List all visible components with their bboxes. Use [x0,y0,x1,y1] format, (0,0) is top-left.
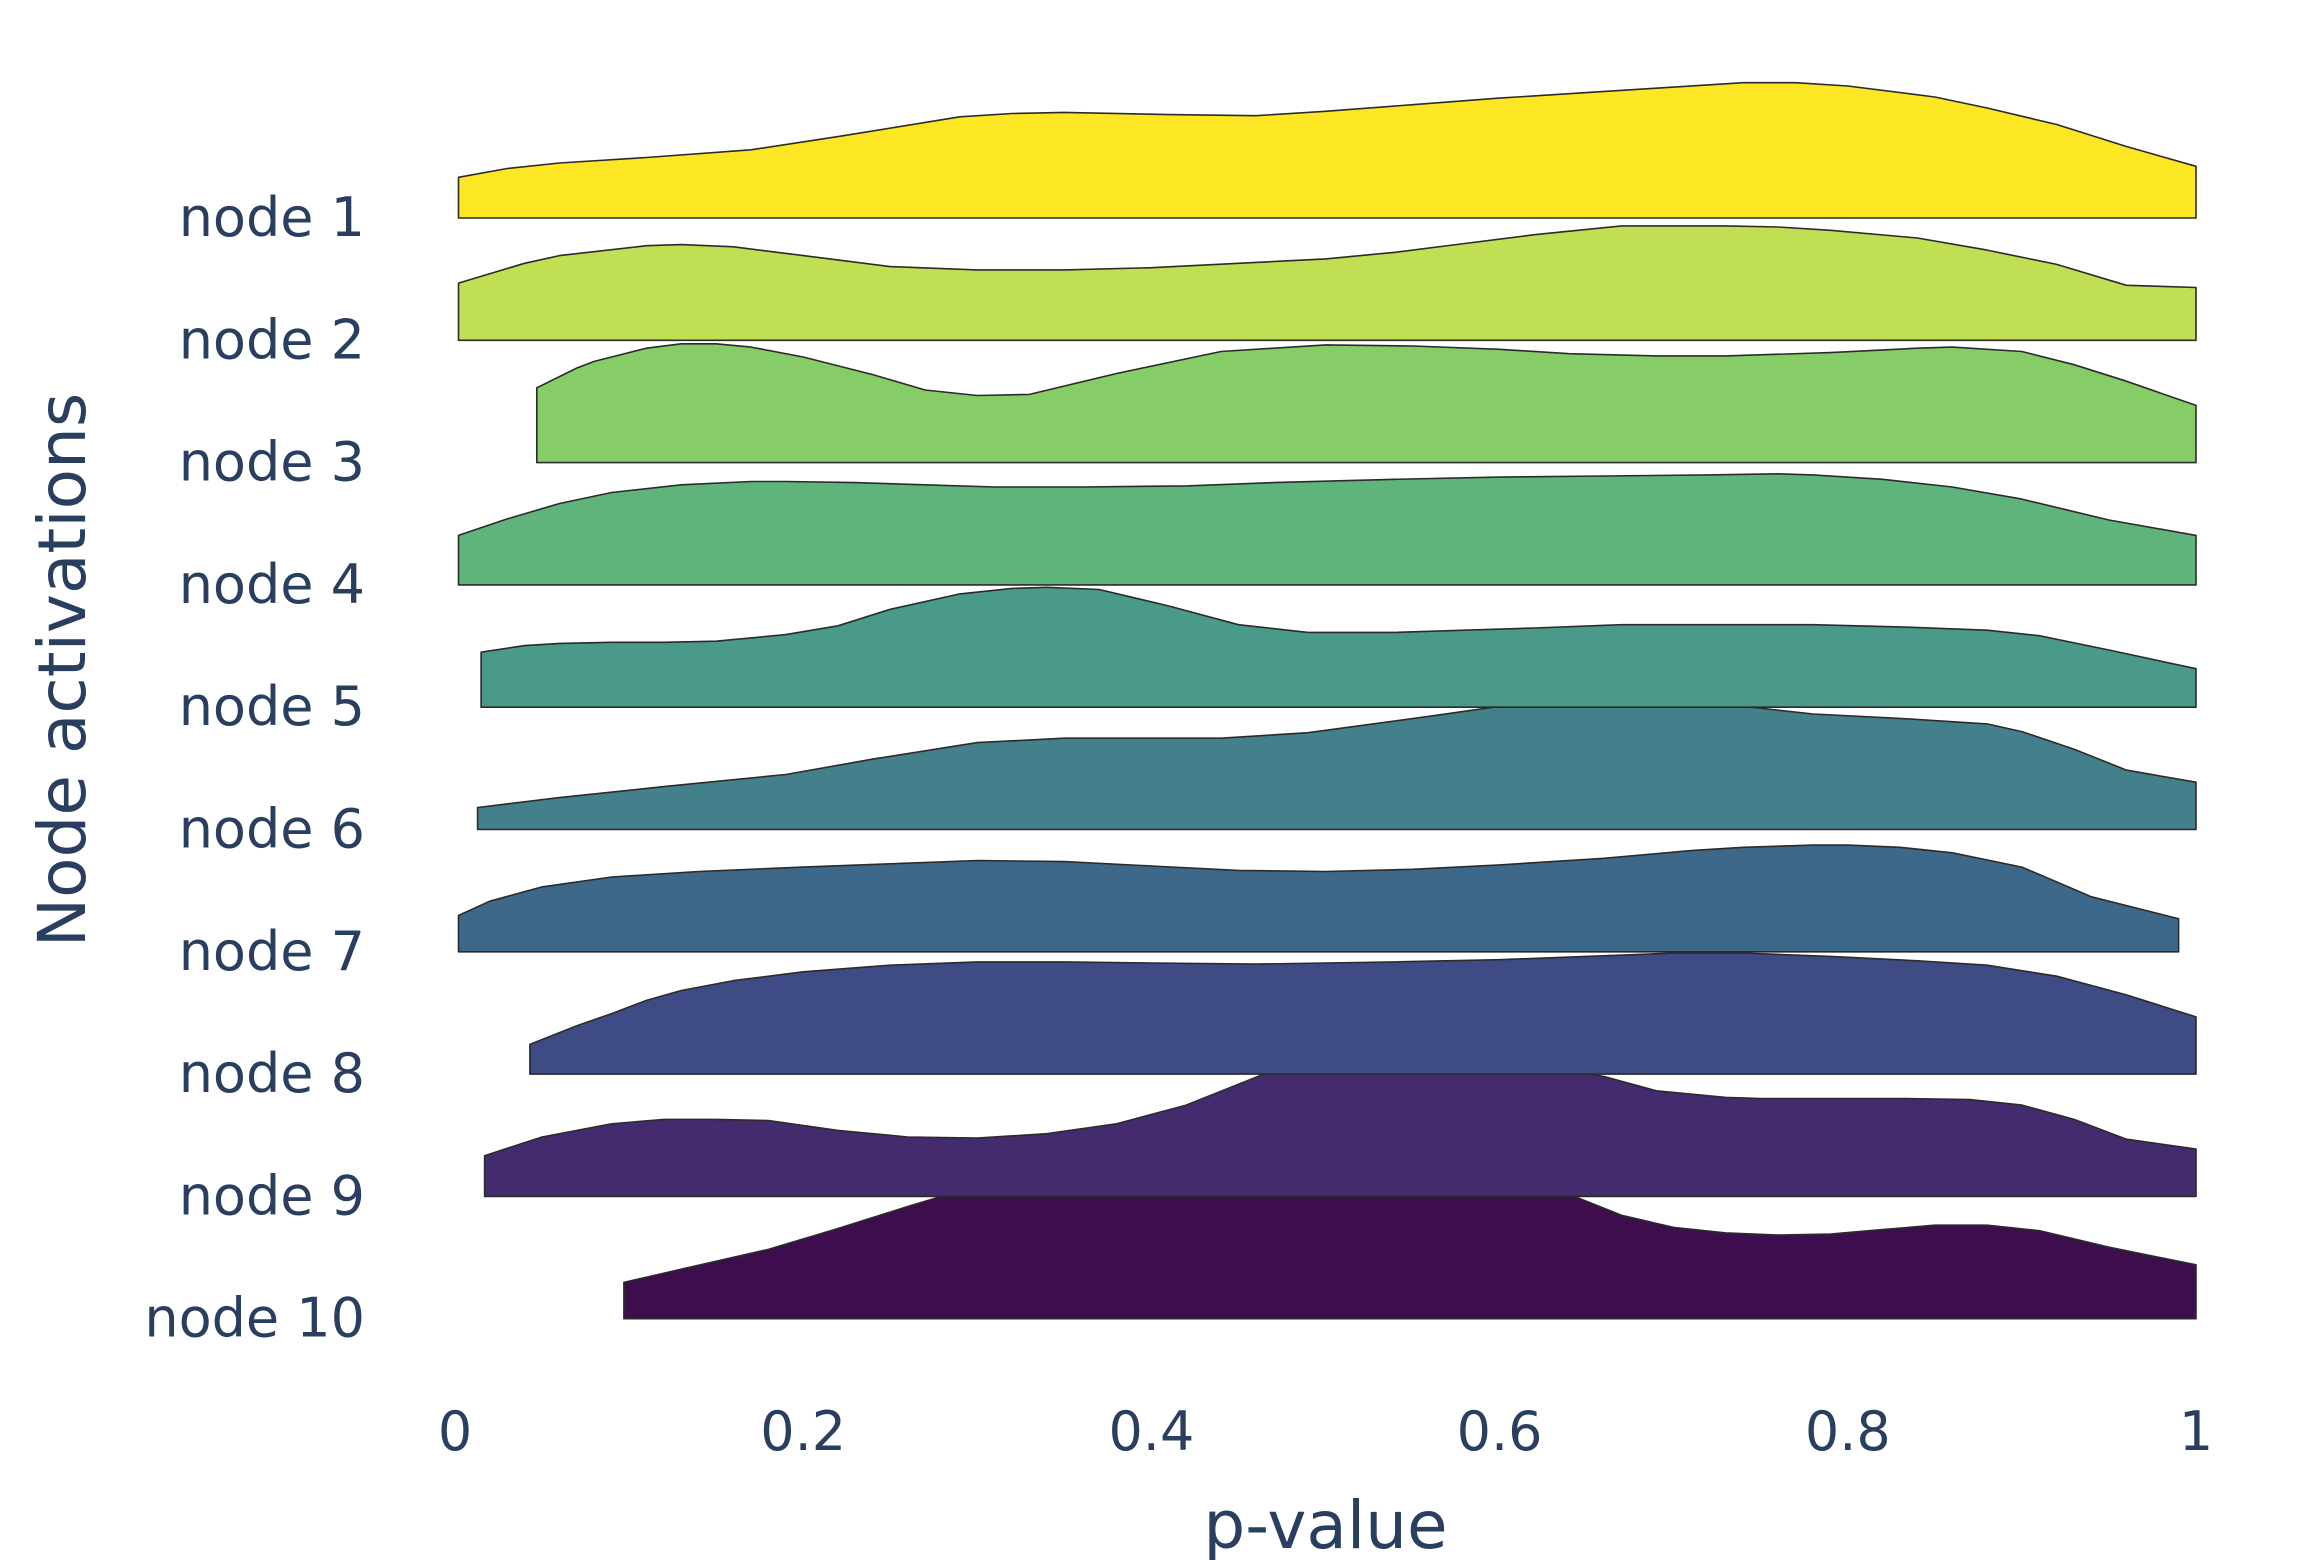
y-tick-label: node 6 [179,798,365,861]
x-tick-labels: 0 0.2 0.4 0.6 0.8 1 [438,1400,2213,1463]
y-tick-label: node 10 [144,1287,365,1350]
x-tick-label: 0.6 [1457,1400,1543,1463]
x-tick-label: 0.8 [1805,1400,1891,1463]
y-tick-label: node 5 [179,675,365,738]
ridge-node-7 [457,844,2180,953]
x-tick-label: 0 [438,1400,472,1463]
x-axis-title: p-value [1203,1487,1447,1560]
ridge-node-6 [476,698,2197,831]
y-tick-label: node 8 [179,1042,365,1105]
ridge-node-1 [457,81,2197,219]
y-tick-label: node 4 [179,553,365,616]
ridge-node-2 [457,225,2197,342]
ridge-node-5 [480,586,2197,708]
ridge-node-3 [536,343,2197,464]
y-tick-label: node 1 [179,186,365,249]
y-tick-labels: node 1 node 2 node 3 node 4 node 5 node 6 node… [144,186,365,1350]
y-tick-label: node 2 [179,308,365,371]
y-tick-label: node 9 [179,1164,365,1227]
ridge-node-8 [529,952,2197,1075]
y-tick-label: node 3 [179,431,365,494]
x-tick-label: 0.2 [760,1400,846,1463]
y-axis-title: Node activations [24,393,101,948]
ridge-node-4 [457,473,2197,586]
x-tick-label: 0.4 [1108,1400,1194,1463]
ridges-layer [457,81,2197,1320]
x-tick-label: 1 [2179,1400,2213,1463]
y-tick-label: node 7 [179,920,365,983]
